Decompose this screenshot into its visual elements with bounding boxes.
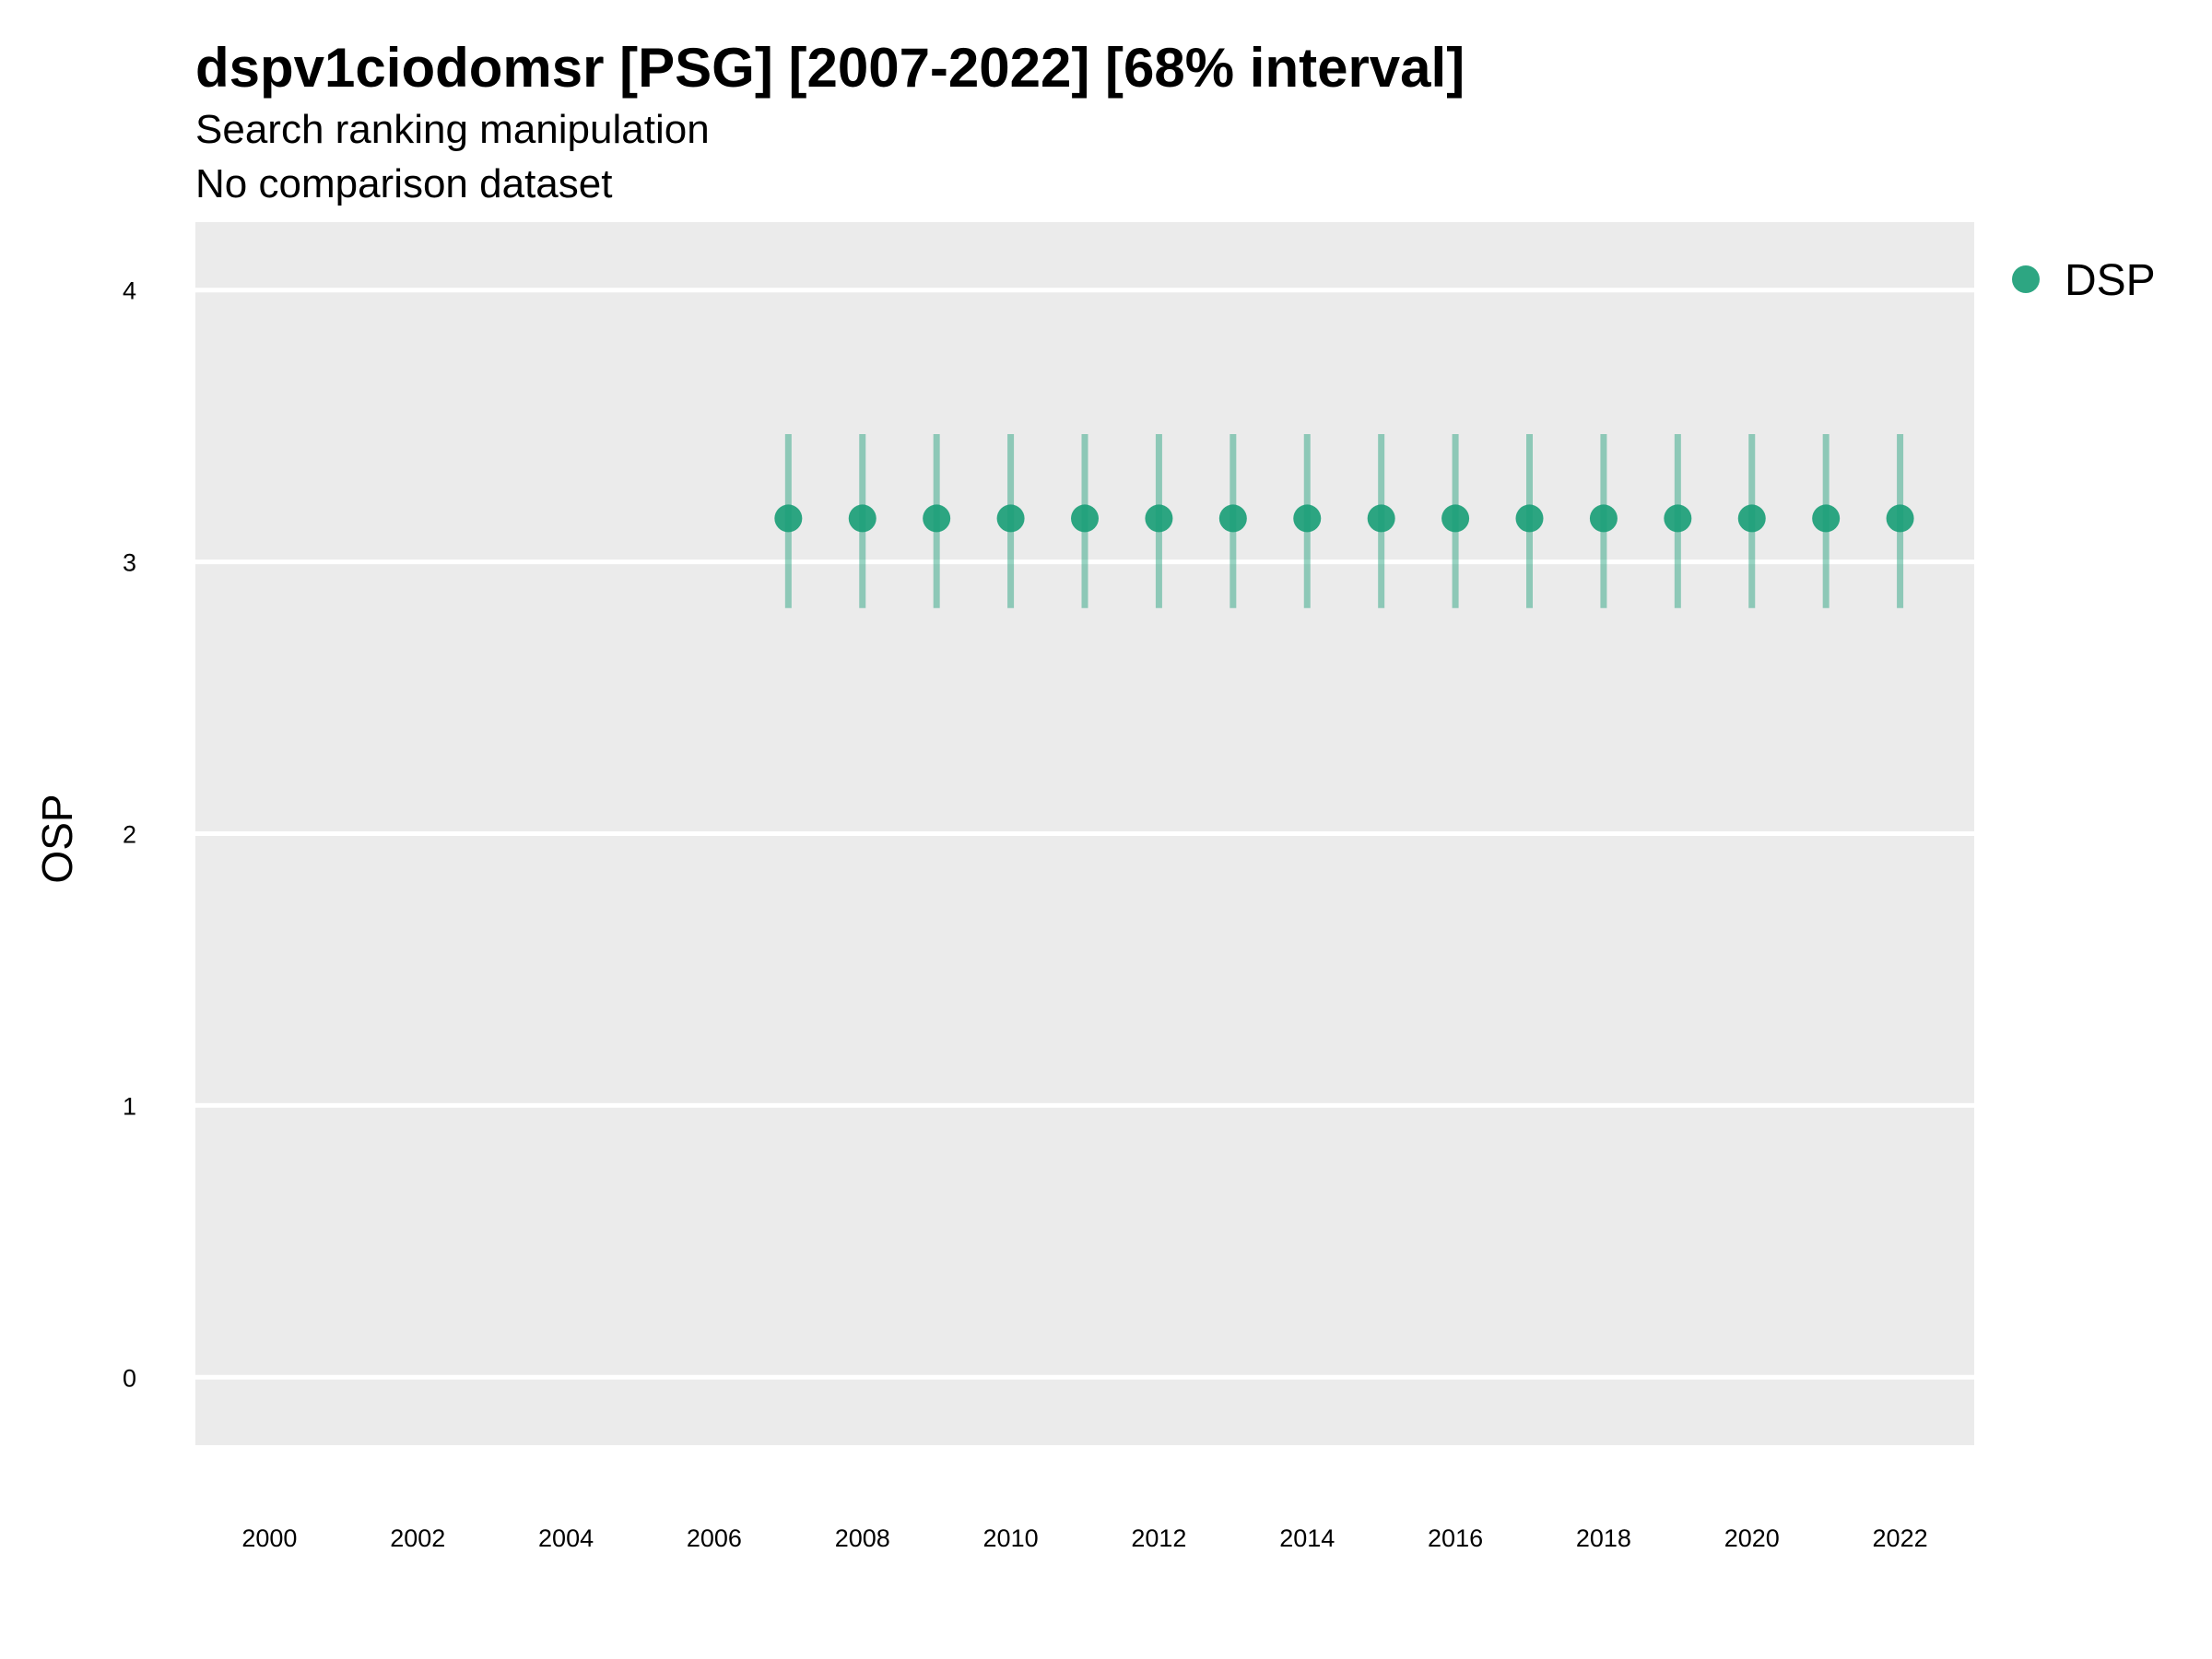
data-point (1737, 504, 1766, 533)
y-tick-label: 2 (123, 821, 136, 849)
x-tick-label: 2014 (1279, 1524, 1335, 1552)
y-tick-label: 3 (123, 549, 136, 577)
y-tick-label: 4 (123, 277, 136, 305)
x-tick-label: 2018 (1576, 1524, 1631, 1552)
y-tick-label: 1 (123, 1092, 136, 1120)
legend-key-dsp (2012, 265, 2040, 293)
chart-caption: No comparison dataset (195, 161, 612, 206)
data-point (1293, 504, 1322, 533)
x-tick-label: 2010 (983, 1524, 1039, 1552)
x-tick-label: 2020 (1724, 1524, 1780, 1552)
x-tick-label: 2004 (538, 1524, 594, 1552)
data-point (1515, 504, 1544, 533)
data-point (1367, 504, 1395, 533)
x-tick-label: 2002 (390, 1524, 445, 1552)
data-point (1218, 504, 1247, 533)
data-point (1589, 504, 1618, 533)
data-point (1071, 504, 1099, 533)
grid-lines (195, 288, 1974, 1380)
data-point (1664, 504, 1692, 533)
x-axis-ticks: 2000 2002 2004 2006 2008 2010 2012 2014 2016 2018… (241, 1524, 1927, 1552)
x-tick-label: 2022 (1873, 1524, 1928, 1552)
data-point (1812, 504, 1841, 533)
y-axis-ticks: 0 1 2 3 4 (123, 277, 136, 1393)
data-point (1145, 504, 1173, 533)
x-tick-label: 2012 (1131, 1524, 1186, 1552)
x-tick-label: 2000 (241, 1524, 297, 1552)
chart-title: dspv1ciodomsr [PSG] [2007-2022] [68% int… (195, 37, 1465, 99)
legend: DSP (2012, 256, 2156, 305)
legend-label-dsp: DSP (2065, 256, 2156, 305)
data-marks (774, 434, 1914, 608)
data-point (774, 504, 803, 533)
x-tick-label: 2006 (687, 1524, 742, 1552)
chart-subtitle: Search ranking manipulation (195, 107, 710, 152)
data-point (1441, 504, 1470, 533)
y-tick-label: 0 (123, 1364, 136, 1392)
x-tick-label: 2016 (1428, 1524, 1483, 1552)
x-tick-label: 2008 (835, 1524, 890, 1552)
data-point (1886, 504, 1914, 533)
data-point (848, 504, 877, 533)
y-axis-title: OSP (33, 794, 81, 883)
data-point (923, 504, 951, 533)
data-point (996, 504, 1025, 533)
